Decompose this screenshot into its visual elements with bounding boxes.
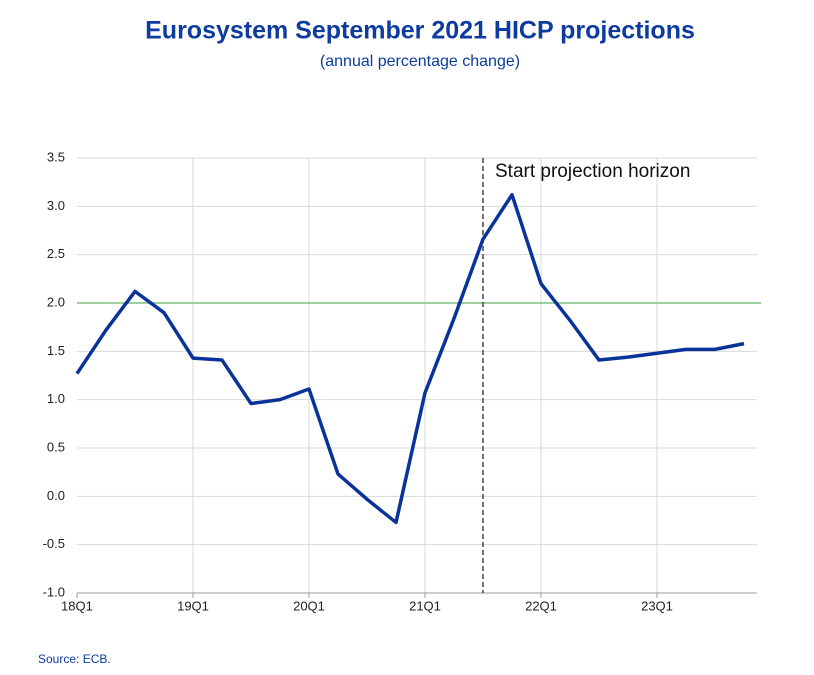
y-tick-label: 0.0 — [47, 488, 65, 503]
x-tick-label: 22Q1 — [525, 598, 557, 613]
data-line — [75, 192, 745, 525]
x-tick-label: 20Q1 — [293, 598, 325, 613]
y-tick-label: 3.5 — [47, 149, 65, 164]
source-note: Source: ECB. — [38, 652, 111, 666]
x-tick-label: 18Q1 — [61, 598, 93, 613]
y-tick-label: 2.0 — [47, 294, 65, 309]
x-tick-label: 19Q1 — [177, 598, 209, 613]
chart-subtitle: (annual percentage change) — [320, 53, 520, 70]
annotation: Start projection horizon — [495, 161, 690, 182]
y-tick-label: 2.5 — [47, 246, 65, 261]
y-tick-label: 1.5 — [47, 343, 65, 358]
y-tick-label: -1.0 — [43, 584, 65, 599]
y-tick-label: 0.5 — [47, 439, 65, 454]
x-tick-label: 21Q1 — [409, 598, 441, 613]
y-tick-label: 3.0 — [47, 198, 65, 213]
y-tick-label: 1.0 — [47, 391, 65, 406]
x-tick-label: 23Q1 — [641, 598, 673, 613]
chart-title: Eurosystem September 2021 HICP projectio… — [145, 17, 695, 45]
y-tick-label: -0.5 — [43, 536, 65, 551]
